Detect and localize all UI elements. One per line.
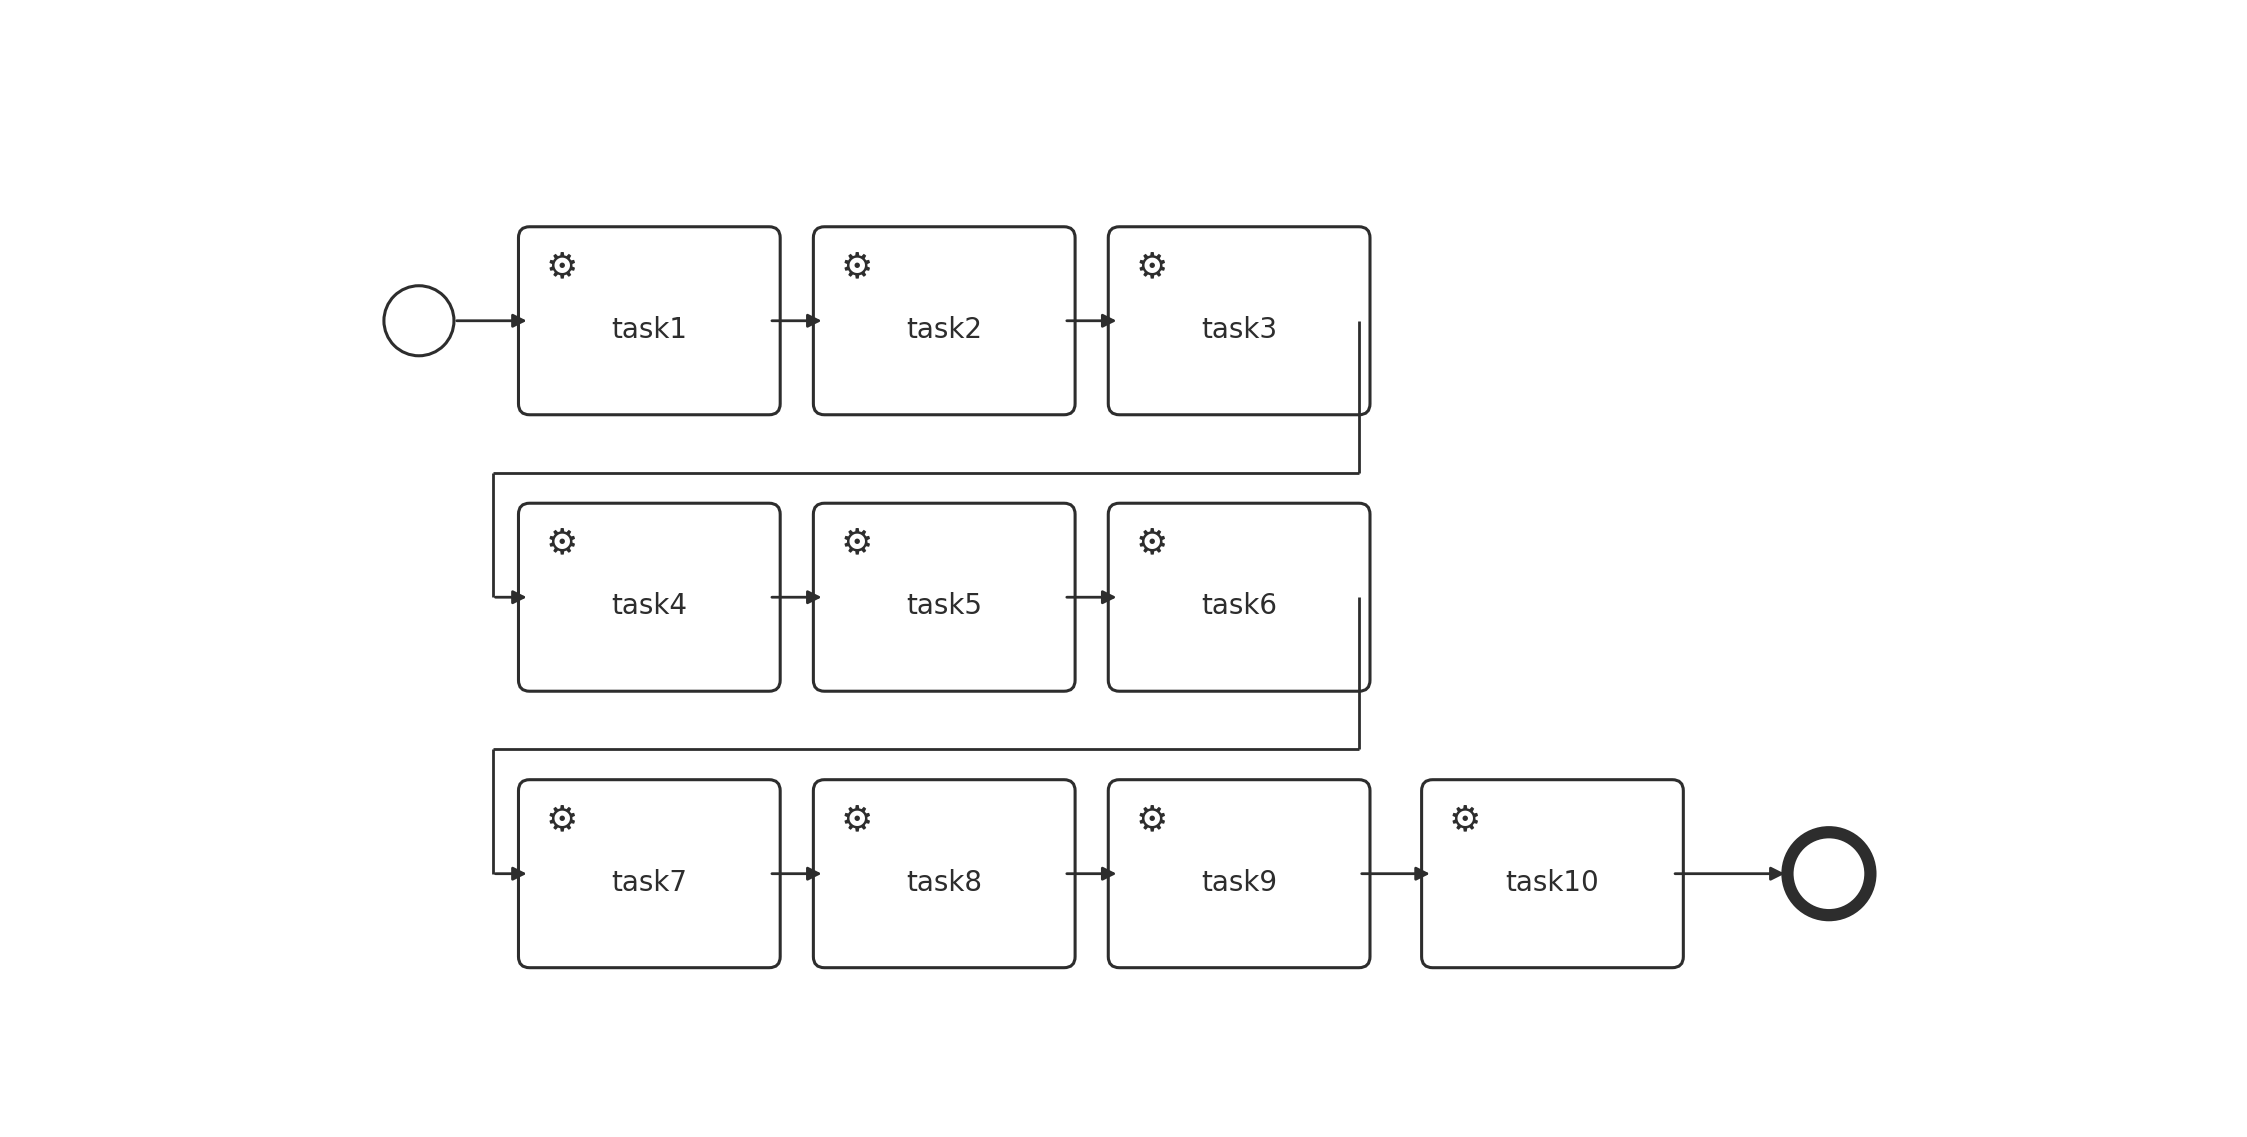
Circle shape xyxy=(1786,832,1870,915)
Text: task7: task7 xyxy=(611,869,688,897)
Text: ⚙: ⚙ xyxy=(546,803,577,837)
Text: ⚙: ⚙ xyxy=(1135,250,1168,284)
Text: task4: task4 xyxy=(611,592,688,621)
Text: ⚙: ⚙ xyxy=(1135,803,1168,837)
Text: task3: task3 xyxy=(1202,316,1276,345)
Text: ⚙: ⚙ xyxy=(1135,526,1168,561)
Text: ⚙: ⚙ xyxy=(1449,803,1481,837)
FancyBboxPatch shape xyxy=(519,226,780,415)
Text: ⚙: ⚙ xyxy=(546,250,577,284)
Text: task1: task1 xyxy=(611,316,688,345)
FancyBboxPatch shape xyxy=(519,504,780,691)
FancyBboxPatch shape xyxy=(519,780,780,968)
FancyBboxPatch shape xyxy=(813,780,1074,968)
Text: task5: task5 xyxy=(906,592,982,621)
Text: task8: task8 xyxy=(906,869,982,897)
FancyBboxPatch shape xyxy=(813,504,1074,691)
FancyBboxPatch shape xyxy=(1422,780,1683,968)
Text: ⚙: ⚙ xyxy=(840,526,872,561)
FancyBboxPatch shape xyxy=(1108,780,1371,968)
Text: ⚙: ⚙ xyxy=(840,803,872,837)
FancyBboxPatch shape xyxy=(813,226,1074,415)
Circle shape xyxy=(384,285,454,356)
FancyBboxPatch shape xyxy=(1108,226,1371,415)
Text: task10: task10 xyxy=(1505,869,1600,897)
Text: task2: task2 xyxy=(906,316,982,345)
Text: task9: task9 xyxy=(1202,869,1276,897)
Text: task6: task6 xyxy=(1202,592,1276,621)
FancyBboxPatch shape xyxy=(1108,504,1371,691)
Text: ⚙: ⚙ xyxy=(546,526,577,561)
Text: ⚙: ⚙ xyxy=(840,250,872,284)
